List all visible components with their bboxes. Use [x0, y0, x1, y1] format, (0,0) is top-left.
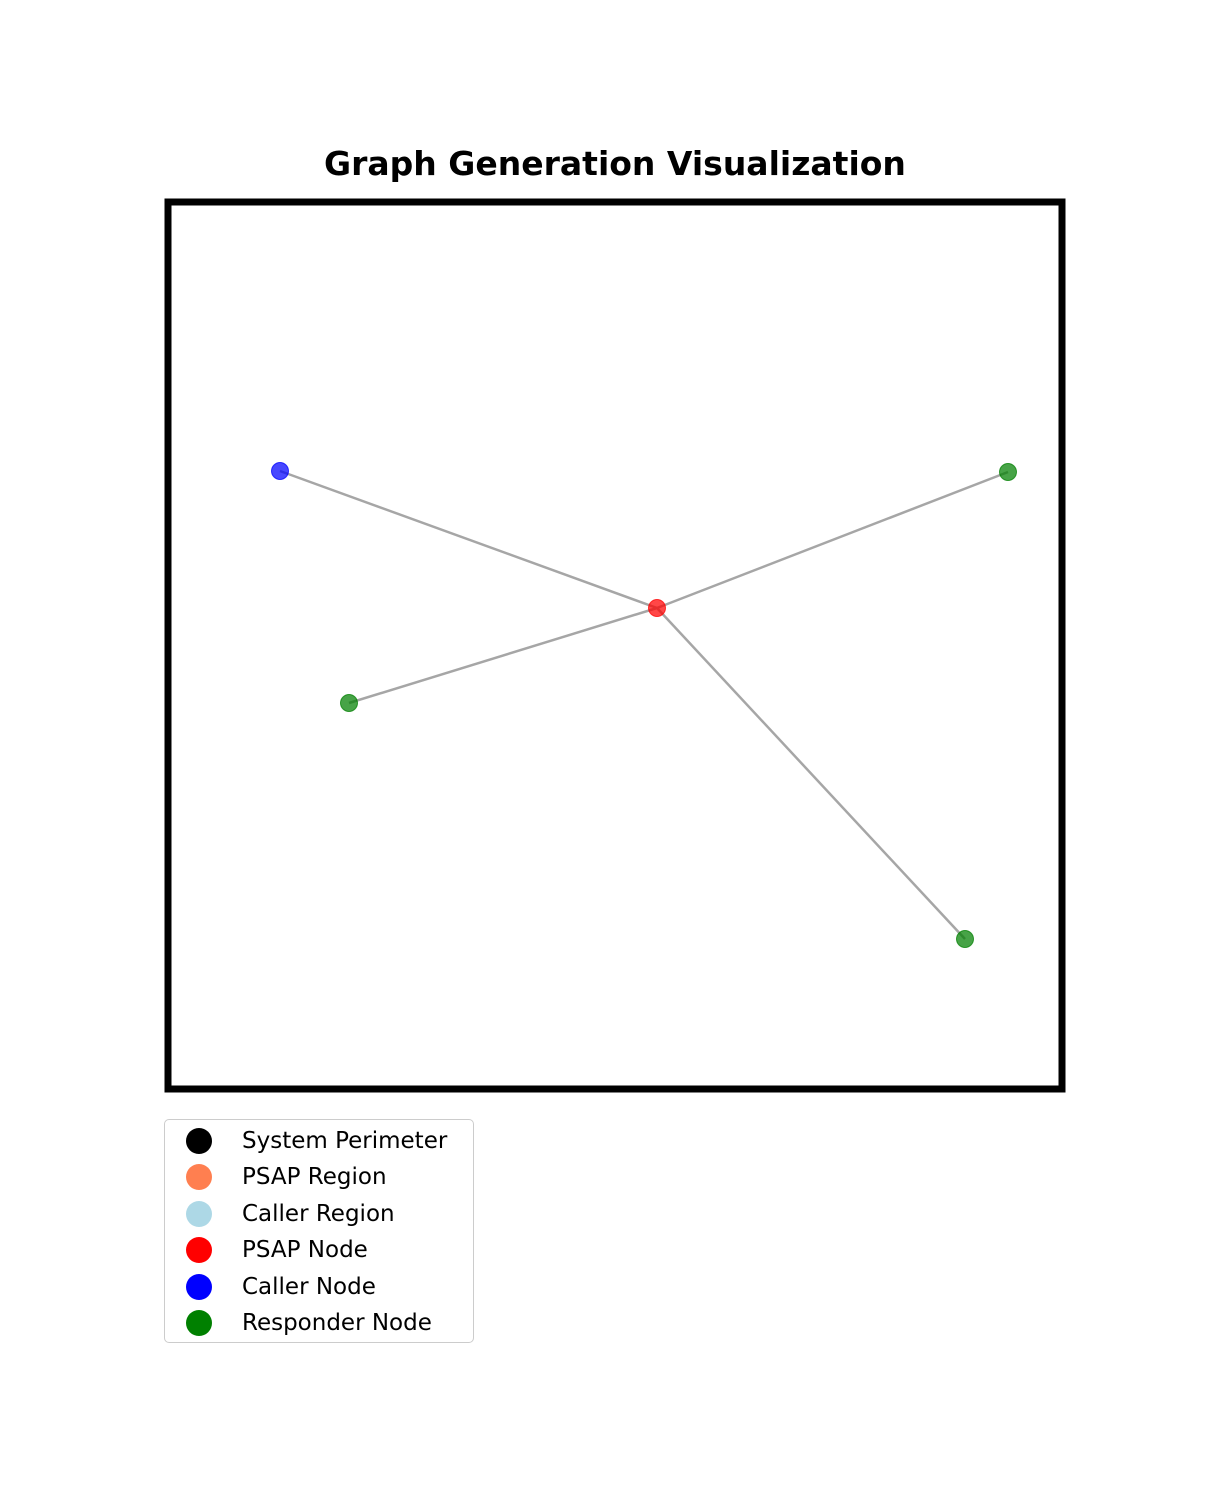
edge-psap-responder-3 [656, 607, 966, 940]
figure-title: Graph Generation Visualization [324, 144, 906, 183]
legend-item: Responder Node [165, 1305, 473, 1341]
legend-item: Caller Region [165, 1196, 473, 1232]
legend-item: Caller Node [165, 1269, 473, 1305]
legend-marker-icon [186, 1164, 212, 1191]
legend: System Perimeter PSAP Region Caller Region… [164, 1119, 474, 1343]
system-perimeter-border [164, 198, 1066, 1093]
legend-label: PSAP Node [242, 1237, 368, 1264]
legend-label: Caller Region [242, 1200, 395, 1227]
node-responder-1 [999, 463, 1017, 481]
legend-marker-icon [186, 1128, 212, 1154]
legend-label: System Perimeter [242, 1128, 448, 1154]
edges-layer [279, 469, 1009, 940]
legend-marker-icon [186, 1200, 212, 1227]
legend-label: Caller Node [242, 1273, 376, 1300]
node-psap [648, 599, 666, 617]
node-responder-3 [956, 930, 974, 948]
legend-label: Responder Node [242, 1310, 432, 1336]
legend-item: System Perimeter [165, 1123, 473, 1159]
legend-marker-icon [186, 1237, 212, 1264]
nodes-layer [271, 462, 1017, 948]
legend-item: PSAP Region [165, 1159, 473, 1195]
edge-psap-responder-2 [348, 606, 658, 705]
legend-label: PSAP Region [242, 1164, 387, 1191]
legend-item: PSAP Node [165, 1232, 473, 1268]
edge-psap-responder-1 [656, 470, 1009, 610]
legend-marker-icon [186, 1273, 212, 1300]
edge-psap-caller [279, 469, 658, 610]
node-responder-2 [340, 694, 358, 712]
node-caller [271, 462, 289, 480]
legend-marker-icon [186, 1310, 212, 1336]
